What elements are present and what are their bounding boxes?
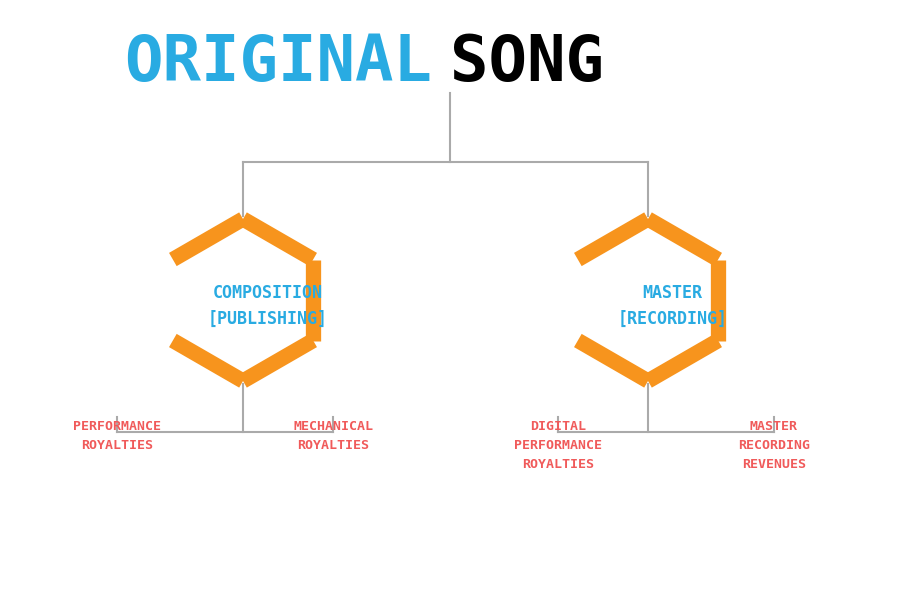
Text: MECHANICAL
ROYALTIES: MECHANICAL ROYALTIES — [293, 420, 373, 452]
Text: SONG: SONG — [450, 32, 604, 94]
Text: MASTER
[RECORDING]: MASTER [RECORDING] — [617, 284, 727, 328]
Text: DIGITAL
PERFORMANCE
ROYALTIES: DIGITAL PERFORMANCE ROYALTIES — [514, 420, 602, 471]
Text: COMPOSITION
[PUBLISHING]: COMPOSITION [PUBLISHING] — [207, 284, 328, 328]
Text: ORIGINAL: ORIGINAL — [124, 32, 432, 94]
Text: MASTER
RECORDING
REVENUES: MASTER RECORDING REVENUES — [738, 420, 810, 471]
Text: PERFORMANCE
ROYALTIES: PERFORMANCE ROYALTIES — [73, 420, 161, 452]
